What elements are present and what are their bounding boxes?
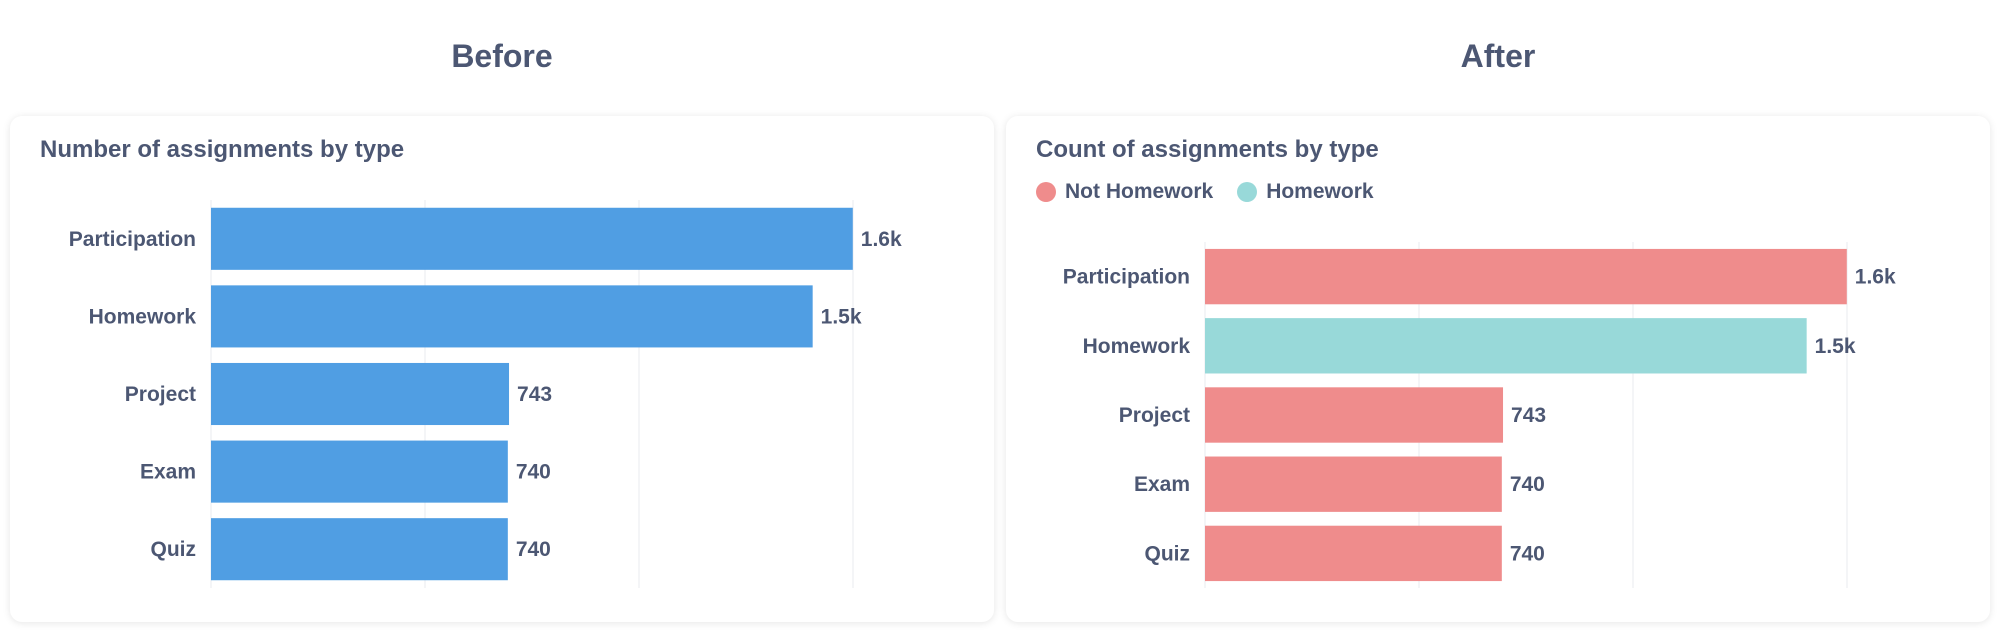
legend-item-homework[interactable]: Homework	[1237, 180, 1374, 204]
data-label: 740	[1510, 473, 1545, 496]
data-label: 740	[516, 538, 551, 561]
after-bar-chart: Participation 1.6k Homework 1.5k Project 743 E…	[1063, 242, 1896, 588]
bar-quiz[interactable]	[211, 518, 508, 581]
category-label: Homework	[89, 305, 197, 328]
legend-item-not-homework[interactable]: Not Homework	[1036, 180, 1213, 204]
category-label: Participation	[69, 228, 196, 251]
chart-legend: Not Homework Homework	[1036, 180, 1374, 204]
bar-quiz[interactable]	[1205, 525, 1502, 582]
before-bar-chart: Participation 1.6k Homework 1.5k Project 743 E…	[69, 200, 902, 588]
after-heading: After	[1460, 38, 1536, 74]
legend-dot-icon	[1036, 182, 1056, 202]
bar-homework[interactable]	[211, 285, 813, 348]
category-label: Participation	[1063, 266, 1190, 289]
bar-project[interactable]	[1205, 387, 1504, 443]
legend-dot-icon	[1237, 182, 1258, 202]
bar-homework[interactable]	[1205, 318, 1807, 374]
data-label: 1.6k	[1855, 266, 1896, 289]
data-label: 743	[517, 383, 552, 406]
chart-title: Number of assignments by type	[40, 136, 405, 163]
before-heading: Before	[451, 38, 553, 74]
category-label: Exam	[1134, 473, 1190, 496]
data-label: 740	[516, 461, 551, 484]
before-chart-card: Number of assignments by type Participat…	[10, 116, 994, 622]
bar-project[interactable]	[211, 362, 510, 426]
data-label: 1.5k	[1815, 335, 1856, 358]
category-label: Quiz	[151, 538, 197, 561]
category-label: Exam	[140, 461, 196, 484]
category-label: Quiz	[1145, 542, 1191, 565]
legend-label: Homework	[1266, 180, 1374, 203]
data-label: 1.6k	[861, 228, 902, 251]
legend-label: Not Homework	[1065, 180, 1214, 203]
category-label: Project	[1119, 404, 1190, 427]
category-label: Project	[125, 383, 196, 406]
bar-exam[interactable]	[1205, 456, 1502, 512]
chart-title: Count of assignments by type	[1036, 136, 1379, 163]
after-chart-card: Count of assignments by type Not Homewor…	[1006, 116, 1990, 622]
bar-exam[interactable]	[211, 440, 508, 503]
bar-participation[interactable]	[1205, 248, 1847, 305]
data-label: 740	[1510, 542, 1545, 565]
data-label: 1.5k	[821, 305, 862, 328]
data-label: 743	[1511, 404, 1546, 427]
category-label: Homework	[1083, 335, 1191, 358]
bar-participation[interactable]	[211, 207, 853, 270]
